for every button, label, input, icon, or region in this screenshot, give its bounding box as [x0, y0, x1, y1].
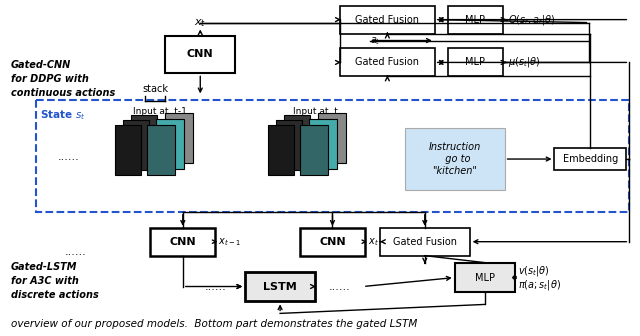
Text: Gated Fusion: Gated Fusion — [393, 237, 457, 247]
Text: LSTM: LSTM — [263, 282, 297, 292]
Bar — [156, 119, 184, 169]
Bar — [245, 271, 315, 301]
Bar — [165, 113, 193, 163]
Bar — [124, 120, 149, 170]
Text: Gated-CNN
for DDPG with
continuous actions: Gated-CNN for DDPG with continuous actio… — [11, 60, 115, 98]
Text: CNN: CNN — [319, 237, 346, 247]
Text: Gated Fusion: Gated Fusion — [355, 14, 419, 25]
Text: CNN: CNN — [170, 237, 196, 247]
Bar — [340, 6, 435, 34]
Text: stack: stack — [142, 84, 168, 94]
Text: Gated-LSTM
for A3C with
discrete actions: Gated-LSTM for A3C with discrete actions — [11, 262, 99, 300]
Text: $\pi(a; s_t|\theta)$: $\pi(a; s_t|\theta)$ — [518, 278, 561, 292]
Bar — [147, 125, 175, 175]
Bar — [554, 148, 627, 170]
Bar — [268, 125, 294, 175]
Text: $x_t$: $x_t$ — [194, 17, 206, 29]
Bar — [131, 115, 157, 165]
Bar — [284, 115, 310, 165]
Bar — [276, 120, 302, 170]
Bar — [300, 228, 365, 256]
Bar — [340, 48, 435, 76]
Text: State $s_t$: State $s_t$ — [40, 108, 85, 122]
Text: $a_t$: $a_t$ — [370, 36, 381, 47]
Text: $v(s_t|\theta)$: $v(s_t|\theta)$ — [518, 263, 549, 278]
Text: Instruction
  go to
"kitchen": Instruction go to "kitchen" — [429, 142, 481, 176]
Text: Gated Fusion: Gated Fusion — [355, 57, 419, 68]
Bar — [150, 228, 215, 256]
Text: CNN: CNN — [187, 49, 214, 59]
Text: ......: ...... — [204, 282, 226, 292]
Bar — [380, 228, 470, 256]
Text: ......: ...... — [58, 152, 79, 162]
Bar — [115, 125, 141, 175]
Text: Input at  t: Input at t — [292, 107, 337, 116]
Bar — [36, 100, 629, 212]
Text: $\mu(s_t|\theta)$: $\mu(s_t|\theta)$ — [508, 55, 540, 70]
Text: MLP: MLP — [475, 272, 495, 283]
Bar — [405, 128, 504, 190]
Bar — [454, 263, 515, 292]
Bar — [318, 113, 346, 163]
Text: $x_{t-1}$: $x_{t-1}$ — [218, 236, 241, 248]
Text: Input at  t-1: Input at t-1 — [133, 107, 188, 116]
Text: overview of our proposed models.  Bottom part demonstrates the gated LSTM: overview of our proposed models. Bottom … — [11, 319, 417, 329]
Text: MLP: MLP — [465, 14, 485, 25]
Text: $x_t$: $x_t$ — [368, 236, 379, 248]
Text: $Q(s_t, a_t|\theta)$: $Q(s_t, a_t|\theta)$ — [508, 13, 556, 27]
Bar — [309, 119, 337, 169]
Bar — [448, 48, 502, 76]
Text: ......: ...... — [329, 282, 351, 292]
Bar — [165, 36, 235, 73]
Text: Embedding: Embedding — [563, 154, 618, 164]
Bar — [448, 6, 502, 34]
Bar — [300, 125, 328, 175]
Text: ......: ...... — [65, 247, 86, 257]
Text: MLP: MLP — [465, 57, 485, 68]
